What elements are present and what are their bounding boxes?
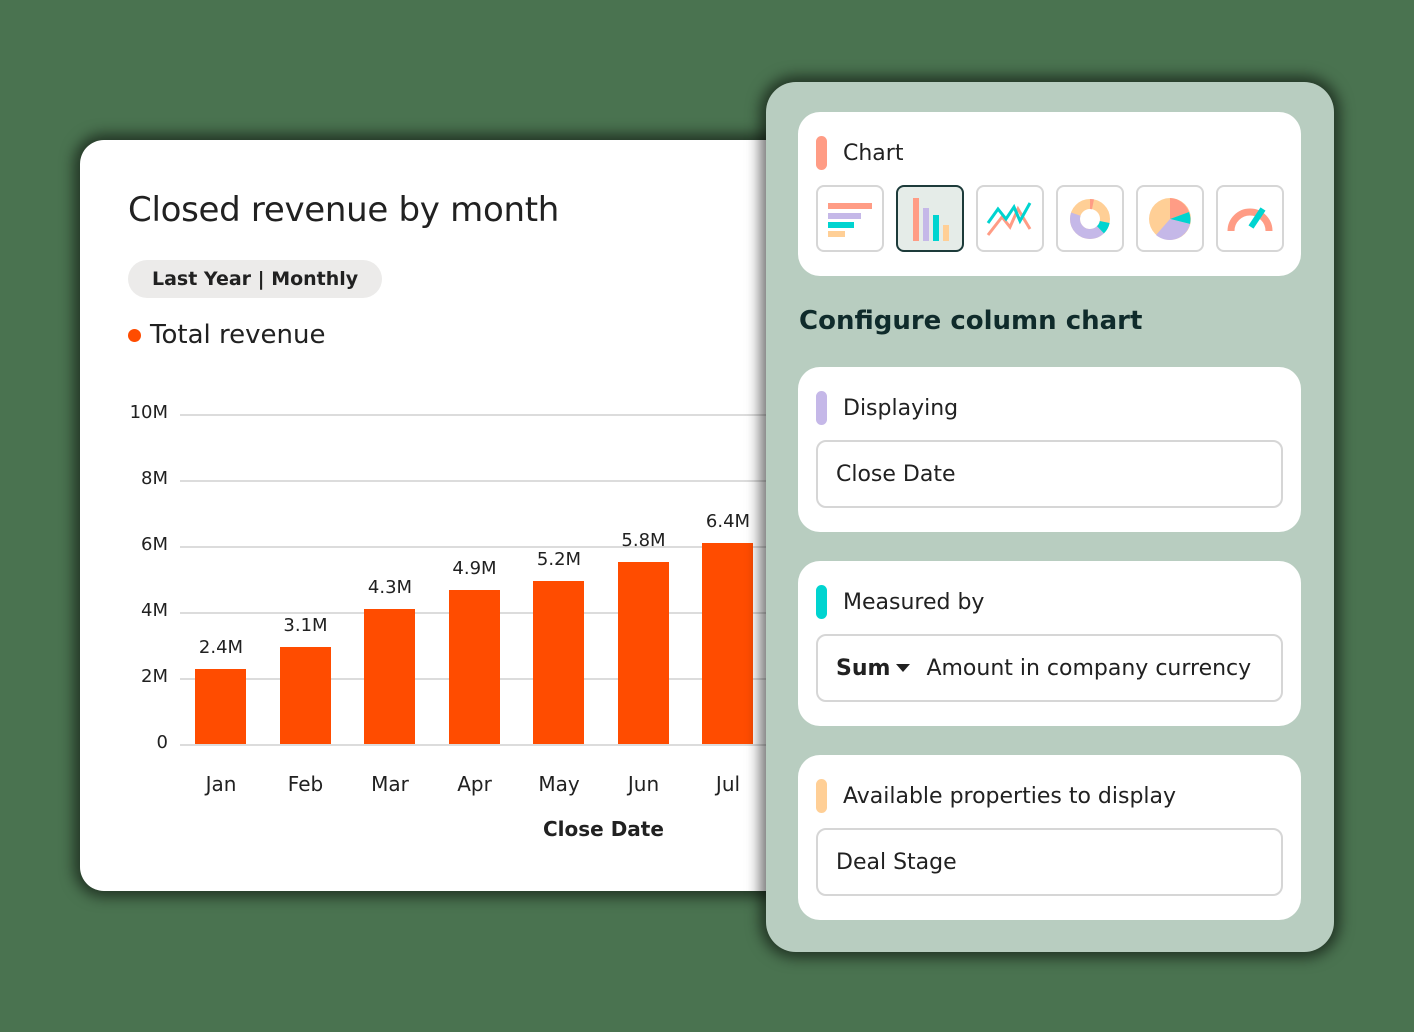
bar-mar[interactable] xyxy=(364,609,415,744)
available-properties-section: Available properties to display Deal Sta… xyxy=(798,755,1301,920)
bar-feb[interactable] xyxy=(279,646,331,744)
bar-jun[interactable] xyxy=(617,562,669,744)
x-axis-tick: Jul xyxy=(715,772,741,796)
chart-config-panel: Chart xyxy=(766,82,1334,952)
chart-legend: Total revenue xyxy=(128,320,325,350)
chart-type-pie[interactable] xyxy=(1136,185,1204,252)
aggregation-value: Sum xyxy=(836,655,891,681)
bar-value-label: 5.2M xyxy=(536,548,582,570)
legend-label: Total revenue xyxy=(150,320,326,350)
legend-dot-icon xyxy=(128,328,141,342)
displaying-header: Displaying xyxy=(816,391,958,425)
accent-bar-icon xyxy=(816,391,827,425)
bar-jul[interactable] xyxy=(702,543,753,744)
y-axis-tick: 4M xyxy=(141,600,168,621)
displaying-section: Displaying Close Date xyxy=(798,367,1301,532)
report-title: Closed revenue by month xyxy=(128,190,559,230)
gridline xyxy=(180,546,800,548)
chart-type-header: Chart xyxy=(816,136,903,170)
available-properties-label: Available properties to display xyxy=(843,783,1177,809)
chart-type-gauge[interactable] xyxy=(1216,185,1284,252)
gridline xyxy=(180,414,800,416)
bar-value-label: 6.4M xyxy=(705,511,751,533)
x-axis-tick: Mar xyxy=(371,772,409,796)
date-range-pill[interactable]: Last Year | Monthly xyxy=(128,260,383,298)
gridline xyxy=(180,744,800,746)
x-axis-title: Close Date xyxy=(543,817,664,841)
aggregation-dropdown[interactable]: Sum xyxy=(836,655,911,681)
accent-bar-icon xyxy=(816,136,827,170)
bar-value-label: 4.9M xyxy=(452,558,497,580)
y-axis-tick: 2M xyxy=(141,666,168,687)
measured-by-label: Measured by xyxy=(843,589,985,615)
chart-type-column[interactable] xyxy=(896,185,964,252)
caret-down-icon xyxy=(896,664,911,672)
x-axis-tick: Apr xyxy=(457,772,492,796)
measured-by-section: Measured by Sum Amount in company curren… xyxy=(798,561,1301,726)
gauge-chart-icon xyxy=(1227,206,1273,231)
y-axis-tick: 0 xyxy=(156,732,168,753)
measured-by-property[interactable]: Amount in company currency xyxy=(926,655,1252,681)
displaying-field[interactable]: Close Date xyxy=(816,440,1283,508)
bar-apr[interactable] xyxy=(448,590,500,744)
pie-chart-icon xyxy=(1149,197,1191,240)
x-axis-tick: Jun xyxy=(627,772,660,796)
y-axis-tick: 8M xyxy=(141,468,168,489)
chart-type-line[interactable] xyxy=(976,185,1044,252)
chart-type-label: Chart xyxy=(843,140,904,166)
y-axis-tick: 6M xyxy=(141,534,168,555)
donut-chart-icon xyxy=(1070,198,1110,239)
x-axis-tick: Feb xyxy=(287,772,324,796)
chart-type-selector xyxy=(816,185,1284,252)
available-properties-header: Available properties to display xyxy=(816,779,1176,813)
measured-by-header: Measured by xyxy=(816,585,984,619)
line-chart-icon xyxy=(986,201,1032,236)
gridline xyxy=(180,480,800,482)
displaying-label: Displaying xyxy=(843,395,959,421)
chart-type-donut[interactable] xyxy=(1056,185,1124,252)
bar-value-label: 4.3M xyxy=(367,577,413,599)
measured-by-field: Sum Amount in company currency xyxy=(816,634,1283,702)
available-properties-field[interactable]: Deal Stage xyxy=(816,828,1283,896)
x-axis-tick: Jan xyxy=(205,772,237,796)
y-axis-tick: 10M xyxy=(129,402,168,423)
bar-may[interactable] xyxy=(533,580,584,744)
accent-bar-icon xyxy=(816,779,827,813)
bar-value-label: 3.1M xyxy=(283,614,328,636)
bar-value-label: 5.8M xyxy=(621,530,666,552)
chart-type-section: Chart xyxy=(798,112,1301,276)
bar-value-label: 2.4M xyxy=(198,636,244,658)
column-chart-icon xyxy=(913,197,949,241)
x-axis-tick: May xyxy=(538,772,580,796)
horizontal-bar-chart-icon xyxy=(828,202,872,237)
bar-jan[interactable] xyxy=(195,668,246,744)
accent-bar-icon xyxy=(816,585,827,619)
configure-chart-title: Configure column chart xyxy=(799,306,1143,336)
column-chart-plot: 0 2M 4M 6M 8M 10M 2.4M Jan 3.1M Feb 4.3M Mar 4.9M Apr… xyxy=(80,140,800,891)
report-card: Closed revenue by month Last Year | Mont… xyxy=(80,140,800,891)
chart-type-horizontal-bar[interactable] xyxy=(816,185,884,252)
